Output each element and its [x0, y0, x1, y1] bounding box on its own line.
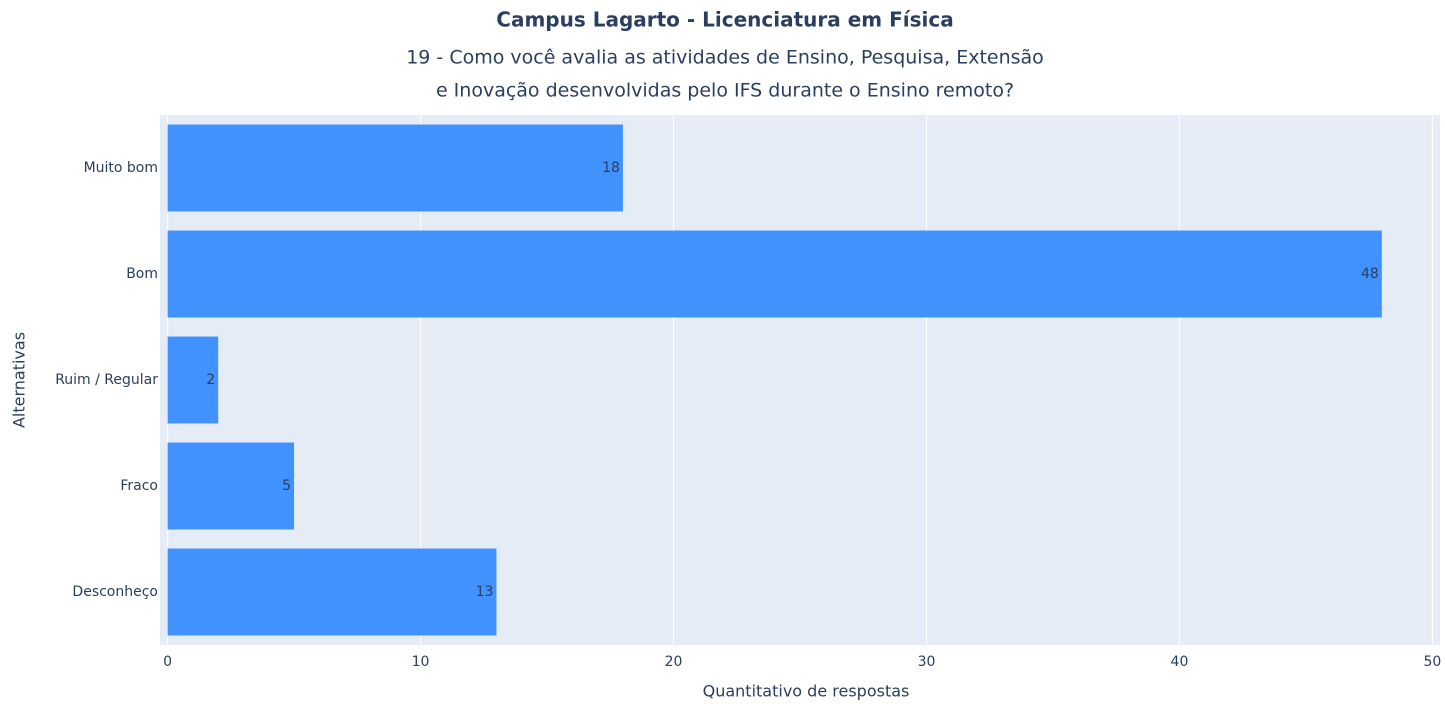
y-axis-label: Alternativas: [10, 332, 29, 428]
bar: [167, 230, 1382, 318]
x-tick-label: 40: [1171, 654, 1189, 670]
x-tick-label: 0: [163, 654, 172, 670]
y-tick-label: Bom: [126, 266, 158, 282]
y-tick-label: Fraco: [120, 478, 158, 494]
chart-subtitle: 19 - Como você avalia as atividades de E…: [406, 47, 1044, 69]
x-tick-label: 50: [1423, 654, 1441, 670]
chart-title: Campus Lagarto - Licenciatura em Física: [496, 8, 953, 32]
x-tick-label: 30: [918, 654, 936, 670]
value-label: 48: [1361, 266, 1379, 282]
bar: [167, 548, 497, 636]
y-tick-label: Desconheço: [72, 584, 158, 600]
y-tick-label: Muito bom: [84, 160, 158, 176]
x-axis-label: Quantitativo de respostas: [703, 682, 910, 701]
bar: [167, 124, 623, 212]
y-tick-label: Ruim / Regular: [55, 372, 158, 388]
x-tick-label: 20: [665, 654, 683, 670]
bar: [167, 336, 219, 424]
value-label: 18: [602, 160, 620, 176]
value-label: 5: [282, 478, 291, 494]
x-tick-label: 10: [412, 654, 430, 670]
bar: [167, 442, 295, 530]
value-label: 13: [476, 584, 494, 600]
chart-subtitle: e Inovação desenvolvidas pelo IFS durant…: [436, 80, 1014, 102]
value-label: 2: [206, 372, 215, 388]
